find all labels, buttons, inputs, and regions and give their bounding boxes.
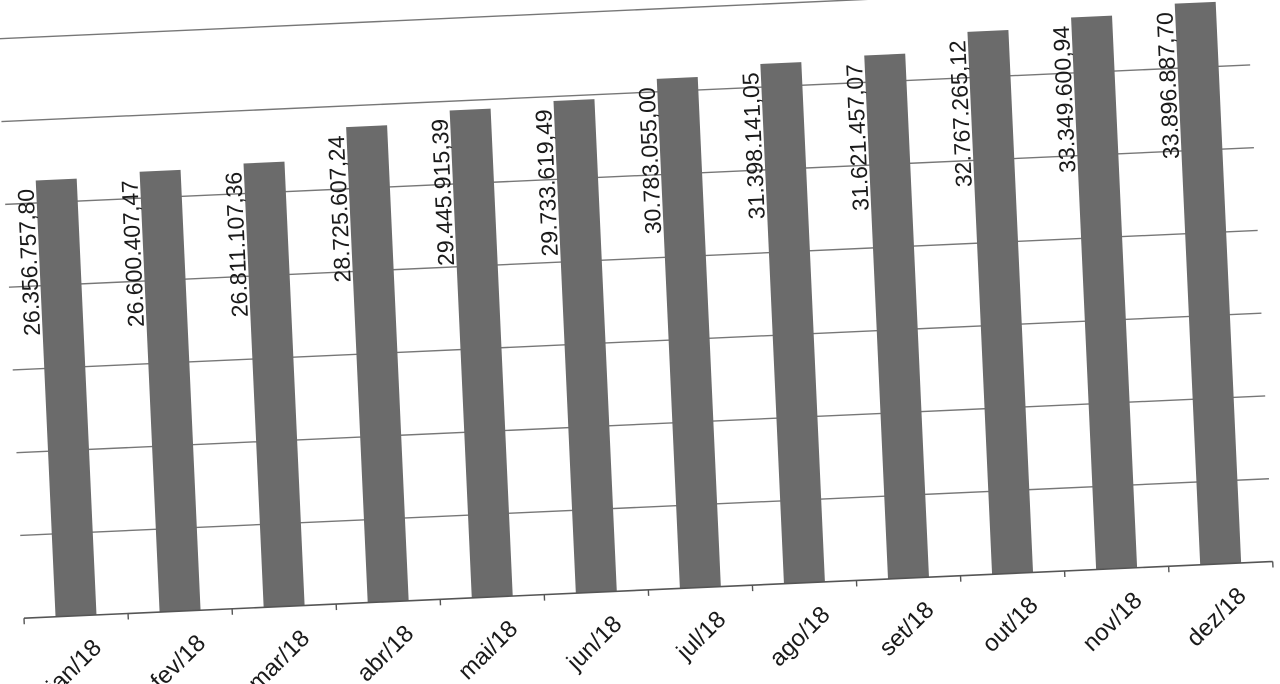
gridline xyxy=(16,395,1266,454)
bar-mar-18 xyxy=(243,161,305,608)
bar-set-18 xyxy=(864,53,929,579)
x-tick-labels: jan/18 fev/18 mar/18 abr/18 mai/18 jun/18 jul/… xyxy=(41,582,1252,684)
x-tick-label: out/18 xyxy=(977,592,1043,658)
bar-jan-18 xyxy=(35,178,97,617)
bar-ago-18 xyxy=(760,62,825,584)
gridlines xyxy=(0,0,1269,537)
gridline xyxy=(12,312,1262,371)
x-tick-label: abr/18 xyxy=(352,620,419,684)
x-axis xyxy=(23,560,1274,625)
gridline xyxy=(8,229,1258,288)
x-tick-label: set/18 xyxy=(874,596,940,661)
x-tick-label: ago/18 xyxy=(764,601,835,672)
x-tick-label: nov/18 xyxy=(1077,587,1147,657)
gridline xyxy=(1,64,1251,123)
bar-jun-18 xyxy=(553,99,617,594)
bar-out-18 xyxy=(967,29,1034,575)
bar-nov-18 xyxy=(1071,15,1138,570)
x-tick-label: fev/18 xyxy=(146,629,212,684)
gridline xyxy=(0,0,1247,40)
x-tick-label: mai/18 xyxy=(453,615,523,684)
bar-mai-18 xyxy=(449,108,513,598)
x-tick-label: jun/18 xyxy=(561,611,627,677)
bar-fev-18 xyxy=(139,169,201,613)
bar-dez-18 xyxy=(1174,1,1242,565)
bar-abr-18 xyxy=(346,125,409,603)
bars xyxy=(35,1,1242,617)
x-tick-label: jul/18 xyxy=(671,606,732,666)
x-tick-label: jan/18 xyxy=(41,634,107,684)
gridline xyxy=(5,146,1254,206)
gridline xyxy=(20,478,1269,537)
x-tick-label: dez/18 xyxy=(1181,582,1251,652)
x-tick-label: mar/18 xyxy=(243,625,315,684)
bar-jul-18 xyxy=(656,76,721,589)
